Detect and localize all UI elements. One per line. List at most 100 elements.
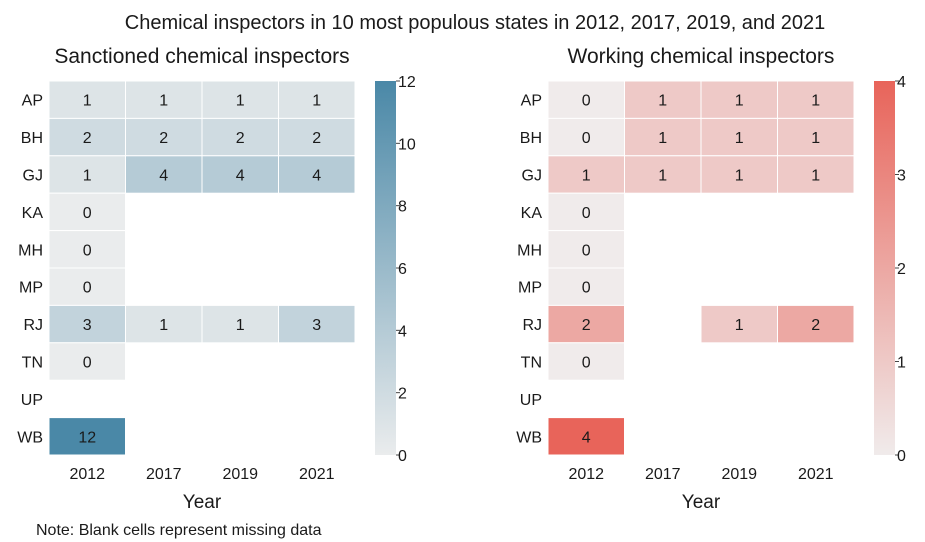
colorbar-tick-label: 8 (398, 199, 407, 216)
y-tick-label: AP (521, 93, 542, 110)
y-tick-labels: AP BH GJ KA MH MP RJ TN UP WB (516, 93, 542, 447)
colorbar-tick-label: 4 (897, 74, 906, 91)
colorbar-tick-label: 2 (398, 386, 407, 403)
cell-value-label: 3 (312, 317, 321, 334)
cell-value-label: 12 (78, 429, 96, 446)
heatmap-cell (201, 80, 279, 119)
x-tick-label: 2017 (645, 466, 681, 483)
cell-value-label: 0 (83, 355, 92, 372)
x-axis-label: Year (183, 492, 222, 513)
colorbar-tick-label: 10 (398, 136, 416, 153)
heatmap-cell (624, 80, 702, 119)
colorbar-tick-label: 12 (398, 74, 416, 91)
y-tick-label: RJ (522, 317, 542, 334)
y-tick-label: WB (516, 429, 542, 446)
cell-value-label: 1 (159, 93, 168, 110)
cell-value-label: 2 (582, 317, 591, 334)
y-tick-label: MH (517, 242, 542, 259)
y-tick-label: WB (17, 429, 43, 446)
cell-value-label: 1 (658, 93, 667, 110)
colorbar-tick-label: 3 (897, 168, 906, 185)
cell-value-label: 1 (83, 93, 92, 110)
heatmap-cell (547, 342, 625, 381)
cell-value-label: 2 (83, 130, 92, 147)
y-tick-label: GJ (522, 168, 542, 185)
cell-value-label: 0 (83, 242, 92, 259)
cell-value-label: 3 (83, 317, 92, 334)
cell-value-label: 1 (236, 317, 245, 334)
x-tick-label: 2021 (299, 466, 335, 483)
cell-value-label: 1 (658, 130, 667, 147)
y-tick-label: RJ (23, 317, 43, 334)
x-axis-label: Year (682, 492, 721, 513)
heatmap-cell (278, 117, 356, 157)
panel-title: Working chemical inspectors (568, 45, 835, 68)
y-tick-label: TN (521, 355, 542, 372)
cell-value-label: 1 (735, 130, 744, 147)
colorbar-tick-label: 0 (398, 448, 407, 465)
y-tick-label: MP (19, 280, 43, 297)
heatmap-cell (278, 304, 356, 344)
heatmap-cell (125, 304, 203, 344)
y-tick-labels: AP BH GJ KA MH MP RJ TN UP WB (17, 93, 43, 447)
heatmap-cell (125, 80, 203, 119)
x-tick-label: 2019 (222, 466, 258, 483)
y-tick-label: BH (520, 130, 542, 147)
cell-value-label: 1 (83, 168, 92, 185)
x-tick-label: 2012 (568, 466, 604, 483)
footnote: Note: Blank cells represent missing data (36, 522, 322, 539)
heatmap-cell (48, 417, 126, 456)
panel-title: Sanctioned chemical inspectors (54, 45, 349, 68)
cell-value-label: 4 (582, 429, 591, 446)
cell-value-label: 0 (83, 280, 92, 297)
heatmap-cell (48, 80, 126, 119)
cell-value-label: 1 (735, 168, 744, 185)
cell-value-label: 1 (658, 168, 667, 185)
heatmap-cell (278, 80, 356, 119)
cell-value-label: 1 (735, 317, 744, 334)
y-tick-label: GJ (23, 168, 43, 185)
cell-value-label: 4 (236, 168, 245, 185)
y-tick-label: MP (518, 280, 542, 297)
colorbar-gradient (375, 81, 396, 455)
cell-value-label: 2 (312, 130, 321, 147)
heatmap-cell (48, 304, 126, 344)
heatmap-cell (547, 192, 625, 232)
heatmap-cell (48, 342, 126, 381)
heatmap-cell (278, 155, 356, 194)
cell-value-label: 4 (312, 168, 321, 185)
heatmap-cell (125, 117, 203, 157)
x-tick-label: 2012 (69, 466, 105, 483)
cell-value-label: 1 (312, 93, 321, 110)
cell-value-label: 1 (811, 130, 820, 147)
cell-value-label: 1 (159, 317, 168, 334)
cell-value-label: 1 (811, 168, 820, 185)
heatmap-cell (547, 267, 625, 306)
y-tick-label: UP (21, 392, 43, 409)
heatmap-cell (547, 417, 625, 456)
x-tick-labels: 2012 2017 2019 2021 (568, 466, 833, 483)
cell-value-label: 2 (159, 130, 168, 147)
x-tick-label: 2019 (721, 466, 757, 483)
y-tick-label: KA (521, 205, 543, 222)
cell-value-label: 1 (811, 93, 820, 110)
heatmap-cell (547, 155, 625, 194)
colorbar: 0 1 2 3 4 (874, 74, 906, 465)
heatmap-cell (700, 155, 778, 194)
colorbar: 0 2 4 6 8 10 12 (375, 74, 416, 465)
sanctioned-heatmap-panel: Sanctioned chemical inspectors 1 1 1 12 2 2 21… (17, 45, 416, 513)
cell-value-label: 2 (811, 317, 820, 334)
x-tick-labels: 2012 2017 2019 2021 (69, 466, 334, 483)
colorbar-tick-label: 4 (398, 323, 407, 340)
heatmap-cells: 0 1 1 1 0 1 1 1 1 1 1 1 0 0 0 2 1 2 0 4 (547, 80, 855, 456)
y-tick-label: AP (22, 93, 43, 110)
cell-value-label: 1 (236, 93, 245, 110)
heatmap-cell (125, 155, 203, 194)
heatmap-cell (700, 117, 778, 157)
colorbar-tick-label: 2 (897, 261, 906, 278)
heatmap-cell (777, 155, 855, 194)
cell-value-label: 1 (582, 168, 591, 185)
colorbar-gradient (874, 81, 895, 455)
